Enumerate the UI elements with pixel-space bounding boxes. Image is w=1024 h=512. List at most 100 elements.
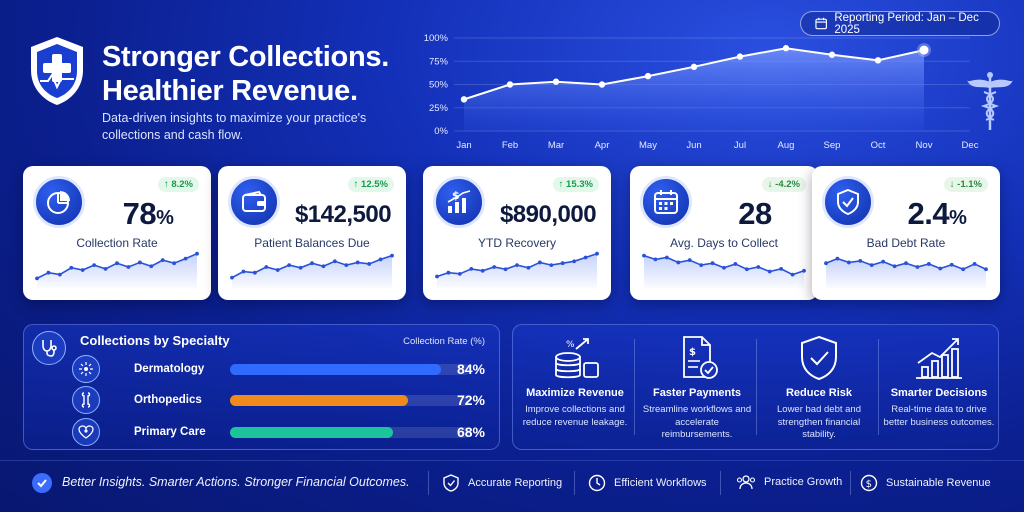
sparkline-point: [241, 269, 246, 274]
sparkline-point: [549, 263, 554, 267]
data-point: [828, 51, 836, 58]
kpi-delta: ↑ 12.5%: [347, 177, 394, 192]
sparkline-point: [767, 269, 772, 274]
sparkline-fill: [37, 253, 197, 288]
sparkline-point: [676, 260, 681, 265]
divider: [574, 471, 575, 495]
x-tick-label: Dec: [962, 140, 979, 151]
sparkline-point: [869, 263, 874, 267]
sparkline-point: [332, 259, 337, 264]
family-care-icon: [72, 418, 100, 446]
sparkline-point: [480, 268, 485, 273]
caduceus-icon: [967, 72, 1013, 130]
specialty-bar-fill: [230, 363, 442, 375]
sparkline-point: [572, 259, 577, 264]
headline-line-1: Stronger Collections.: [102, 41, 389, 73]
specialty-bar-fill: [230, 394, 408, 406]
sparkline-point: [126, 265, 131, 269]
data-point: [552, 78, 560, 85]
kpi-value: 78%: [122, 196, 174, 231]
wallet-icon: [228, 176, 280, 228]
sparkline-point: [595, 251, 599, 256]
sparkline-point: [457, 271, 462, 276]
area-fill: [464, 48, 924, 132]
sparkline-point: [699, 263, 704, 267]
sparkline-point: [515, 263, 519, 267]
y-tick-label: 25%: [429, 103, 449, 114]
footer-item-label: Sustainable Revenue: [886, 477, 991, 489]
specialty-row-dermatology: Dermatology 84%: [72, 355, 485, 383]
kpi-card-collection-rate[interactable]: ↑ 8.2% 78% Collection Rate: [23, 166, 211, 300]
sparkline-point: [537, 260, 542, 265]
x-tick-label: Sep: [824, 140, 841, 151]
divider: [878, 339, 879, 435]
kpi-card-patient-balances[interactable]: ↑ 12.5% $142,500 Patient Balances Due: [218, 166, 406, 300]
sparkline-point: [298, 265, 303, 270]
divider: [634, 339, 635, 435]
kpi-sparkline: [824, 256, 988, 288]
specialty-bar-track: [230, 394, 470, 406]
sparkline-point: [378, 257, 383, 262]
stethoscope-icon: [32, 331, 66, 365]
x-tick-label: Apr: [595, 140, 610, 151]
sparkline-point: [881, 259, 886, 264]
kpi-value: $142,500: [294, 201, 392, 228]
specialty-name: Dermatology: [134, 363, 205, 375]
data-point: [644, 72, 652, 80]
x-tick-label: Mar: [548, 140, 564, 151]
sparkline-point: [69, 265, 74, 270]
sparkline-point: [275, 268, 280, 272]
benefit-reduce-risk: Reduce Risk Lower bad debt and strengthe…: [761, 335, 877, 442]
divider: [756, 339, 757, 435]
kpi-label: YTD Recovery: [477, 236, 557, 250]
sparkline-point: [390, 253, 394, 258]
svg-text:$: $: [689, 347, 696, 358]
sparkline-point: [915, 265, 920, 269]
sparkline-point: [926, 262, 931, 266]
people-icon: [736, 475, 756, 490]
footer-bar: Better Insights. Smarter Actions. Strong…: [0, 460, 1024, 504]
sparkline-fill: [826, 258, 986, 288]
kpi-card-bad-debt-rate[interactable]: ↓ -1.1% 2.4% Bad Debt Rate: [812, 166, 1000, 300]
kpi-card-avg-days-to-collect[interactable]: ↓ -4.2% 28 Avg. Days to Collect: [630, 166, 818, 300]
shield-check-icon: [801, 335, 837, 381]
kpi-label: Patient Balances Due: [254, 236, 370, 250]
kpi-card-ytd-recovery[interactable]: $ ↑ 15.3% $890,000 YTD Recovery: [423, 166, 611, 300]
sparkline-point: [344, 263, 349, 267]
headline-subtitle: Data-driven insights to maximize your pr…: [102, 111, 367, 142]
sparkline-point: [892, 264, 897, 269]
sparkline-fill: [437, 253, 597, 288]
sparkline-point: [846, 260, 851, 265]
sparkline-point: [835, 256, 840, 261]
sparkline-point: [195, 251, 199, 256]
sparkline-point: [710, 261, 715, 266]
divider: [850, 471, 851, 495]
sparkline-point: [779, 267, 784, 271]
benefit-desc: Real-time data to drive better business …: [883, 404, 995, 428]
sparkline-point: [183, 256, 188, 261]
divider: [720, 471, 721, 495]
sparkline-point: [57, 272, 62, 277]
sparkline-point: [46, 270, 51, 275]
dollar-growth-icon: $: [433, 176, 485, 228]
specialty-pct: 72%: [456, 392, 485, 408]
sparkline-point: [446, 270, 451, 275]
data-point: [506, 81, 514, 88]
shield-check-icon: [822, 176, 874, 228]
kpi-delta: ↓ -1.1%: [943, 177, 988, 192]
sparkline-point: [115, 261, 119, 266]
reporting-period-selector[interactable]: Reporting Period: Jan – Dec 2025: [800, 11, 1000, 36]
svg-text:%: %: [566, 340, 575, 350]
x-tick-label: Oct: [871, 140, 886, 151]
sparkline-point: [744, 267, 749, 272]
specialty-pct: 68%: [456, 424, 485, 440]
footer-item-efficient-workflows: Efficient Workflows: [588, 474, 707, 492]
y-tick-label: 75%: [429, 56, 449, 67]
x-tick-label: Feb: [502, 140, 518, 151]
data-point: [782, 45, 790, 52]
sparkline-fill: [644, 255, 804, 288]
sparkline-point: [733, 262, 738, 266]
data-point: [460, 96, 468, 103]
divider: [428, 471, 429, 495]
sparkline-point: [642, 253, 646, 258]
